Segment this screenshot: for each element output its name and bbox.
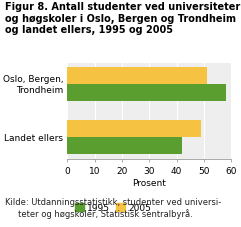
Legend: 1995, 2005: 1995, 2005 bbox=[71, 200, 155, 216]
Text: Figur 8. Antall studenter ved universiteter
og høgskoler i Oslo, Bergen og Trond: Figur 8. Antall studenter ved universite… bbox=[5, 2, 240, 35]
Text: Kilde: Utdanningsstatistikk, studenter ved universi-
     teter og høgskoler, St: Kilde: Utdanningsstatistikk, studenter v… bbox=[5, 197, 221, 218]
X-axis label: Prosent: Prosent bbox=[133, 178, 166, 187]
Bar bbox=[67, 85, 226, 102]
Bar bbox=[67, 68, 207, 85]
Bar bbox=[67, 138, 182, 155]
Bar bbox=[67, 121, 201, 138]
